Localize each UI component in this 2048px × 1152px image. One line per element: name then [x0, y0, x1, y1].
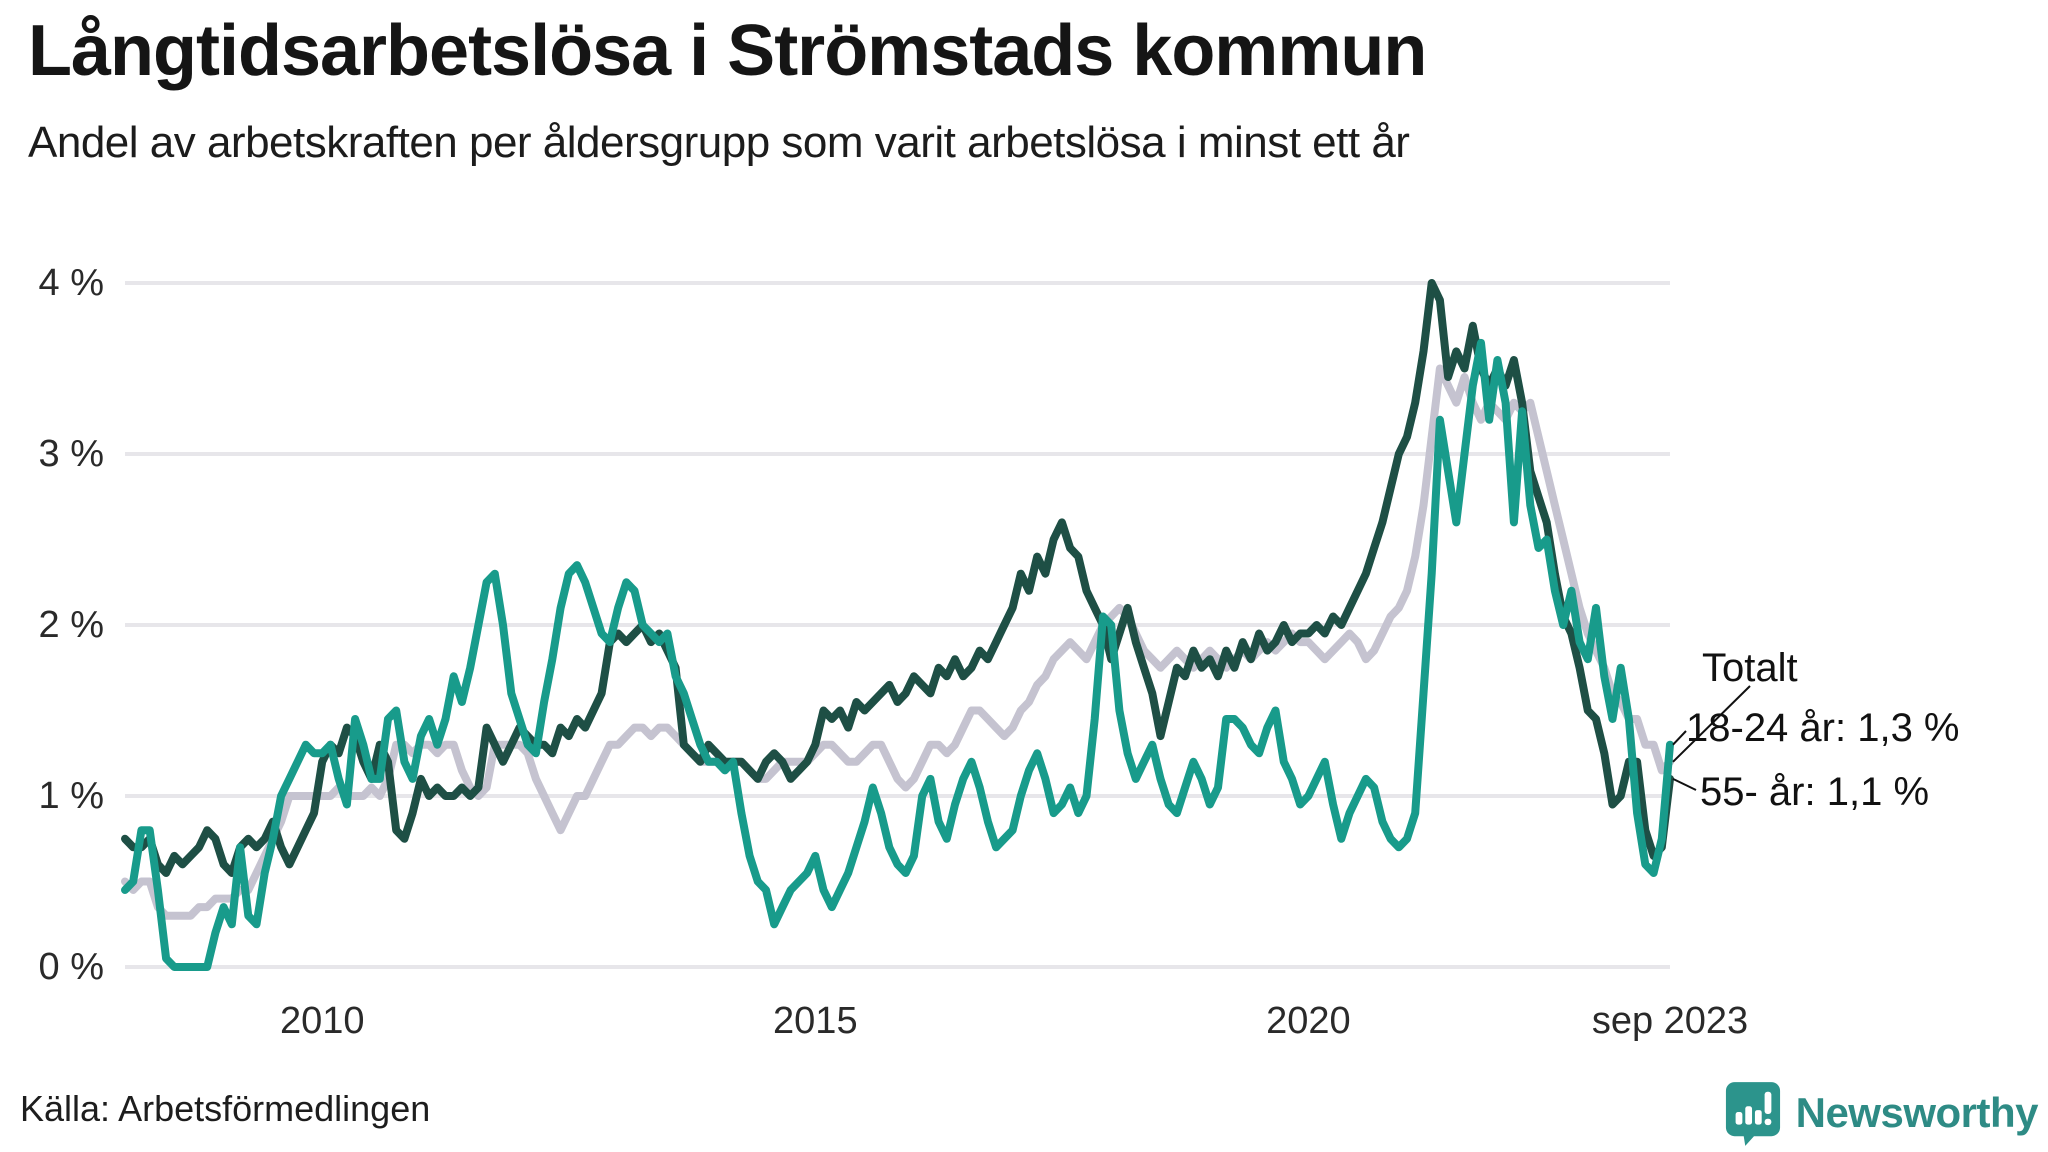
x-tick-label: 2020: [1266, 1000, 1351, 1042]
y-tick-label: 2 %: [38, 604, 104, 646]
newsworthy-icon: [1725, 1082, 1780, 1146]
y-tick-label: 4 %: [38, 262, 104, 304]
series-line-totalt: [121, 364, 1674, 920]
brand-name: Newsworthy: [1795, 1089, 2039, 1136]
series-line-18-24-r: [121, 338, 1674, 971]
annotation-leader-line: [1672, 730, 1687, 746]
series-label-totalt: Totalt: [1702, 646, 1798, 690]
series-label-55: 55- år: 1,1 %: [1700, 770, 1930, 814]
y-tick-label: 0 %: [38, 946, 104, 988]
annotation-leader-line: [1672, 777, 1697, 791]
source-note: Källa: Arbetsförmedlingen: [20, 1088, 431, 1129]
y-tick-label: 3 %: [38, 433, 104, 475]
x-tick-label: 2010: [279, 1000, 365, 1042]
page-subtitle: Andel av arbetskraften per åldersgrupp s…: [28, 118, 1410, 167]
y-tick-label: 1 %: [38, 775, 104, 817]
brand-logo: Newsworthy: [1724, 1080, 2039, 1146]
x-tick-label: sep 2023: [1591, 1000, 1749, 1042]
series-label-18-24: 18-24 år: 1,3 %: [1686, 706, 1960, 750]
x-tick-label: 2015: [773, 1000, 858, 1042]
annotation-leader-line: [1672, 685, 1751, 763]
page-title: Långtidsarbetslösa i Strömstads kommun: [28, 11, 1427, 91]
